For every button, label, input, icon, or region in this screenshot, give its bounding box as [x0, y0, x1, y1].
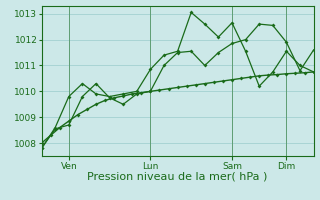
X-axis label: Pression niveau de la mer( hPa ): Pression niveau de la mer( hPa ) — [87, 172, 268, 182]
